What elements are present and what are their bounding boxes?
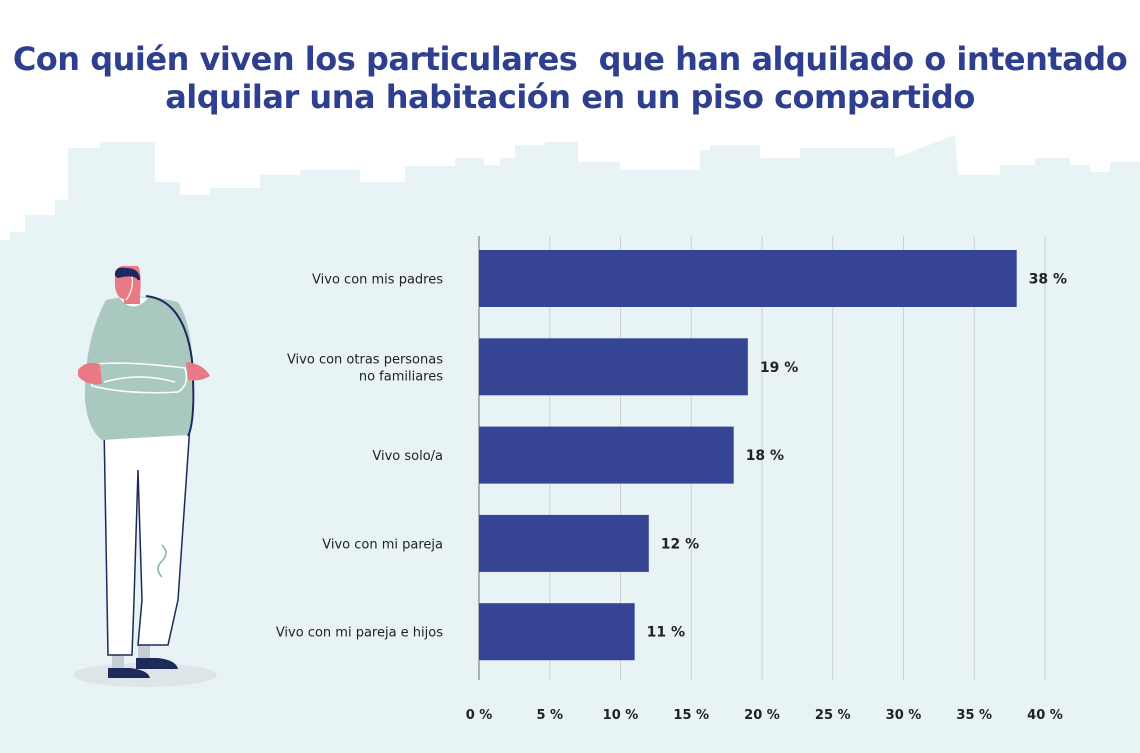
category-labels: Vivo con mis padres Vivo con otras person… xyxy=(276,273,443,641)
category-label-line: Vivo con mi pareja e hijos xyxy=(276,626,443,641)
x-tick-label: 35 % xyxy=(956,708,992,723)
x-axis-tick-labels: 0 % 5 % 10 % 15 % 20 % 25 % 30 % 35 % 40 % xyxy=(466,708,1063,723)
x-tick-label: 10 % xyxy=(603,708,639,723)
data-label: 18 % xyxy=(746,448,784,464)
category-label-line: no familiares xyxy=(359,369,443,384)
x-tick-label: 20 % xyxy=(744,708,780,723)
category-label: Vivo con mis padres xyxy=(312,273,443,288)
x-tick-label: 15 % xyxy=(673,708,709,723)
x-tick-label: 25 % xyxy=(815,708,851,723)
category-label-line: Vivo con mis padres xyxy=(312,273,443,288)
title-line: Con quién viven los particulares que han… xyxy=(12,40,1128,78)
x-tick-label: 40 % xyxy=(1027,708,1063,723)
bars xyxy=(479,250,1017,661)
person-illustration xyxy=(78,266,210,678)
title-line: alquilar una habitación en un piso compa… xyxy=(165,78,975,116)
bar xyxy=(479,250,1017,307)
data-label: 38 % xyxy=(1029,272,1067,288)
bar xyxy=(479,514,649,572)
value-labels: 38 % 19 % 18 % 12 % 11 % xyxy=(647,272,1067,641)
data-label: 19 % xyxy=(760,360,798,376)
category-label-line: Vivo con otras personas xyxy=(287,352,443,367)
x-tick-label: 30 % xyxy=(886,708,922,723)
bar xyxy=(479,338,748,396)
category-label: Vivo solo/a xyxy=(372,449,443,464)
category-label: Vivo con otras personas no familiares xyxy=(287,352,443,384)
data-label: 11 % xyxy=(647,625,685,641)
category-label-line: Vivo con mi pareja xyxy=(322,537,443,552)
bar xyxy=(479,603,635,661)
bar xyxy=(479,426,734,484)
category-label: Vivo con mi pareja e hijos xyxy=(276,626,443,641)
category-label-line: Vivo solo/a xyxy=(372,449,443,464)
chart-title: Con quién viven los particulares que han… xyxy=(0,40,1140,116)
category-label: Vivo con mi pareja xyxy=(322,537,443,552)
x-tick-label: 0 % xyxy=(466,708,493,723)
data-label: 12 % xyxy=(661,536,699,552)
x-tick-label: 5 % xyxy=(536,708,563,723)
